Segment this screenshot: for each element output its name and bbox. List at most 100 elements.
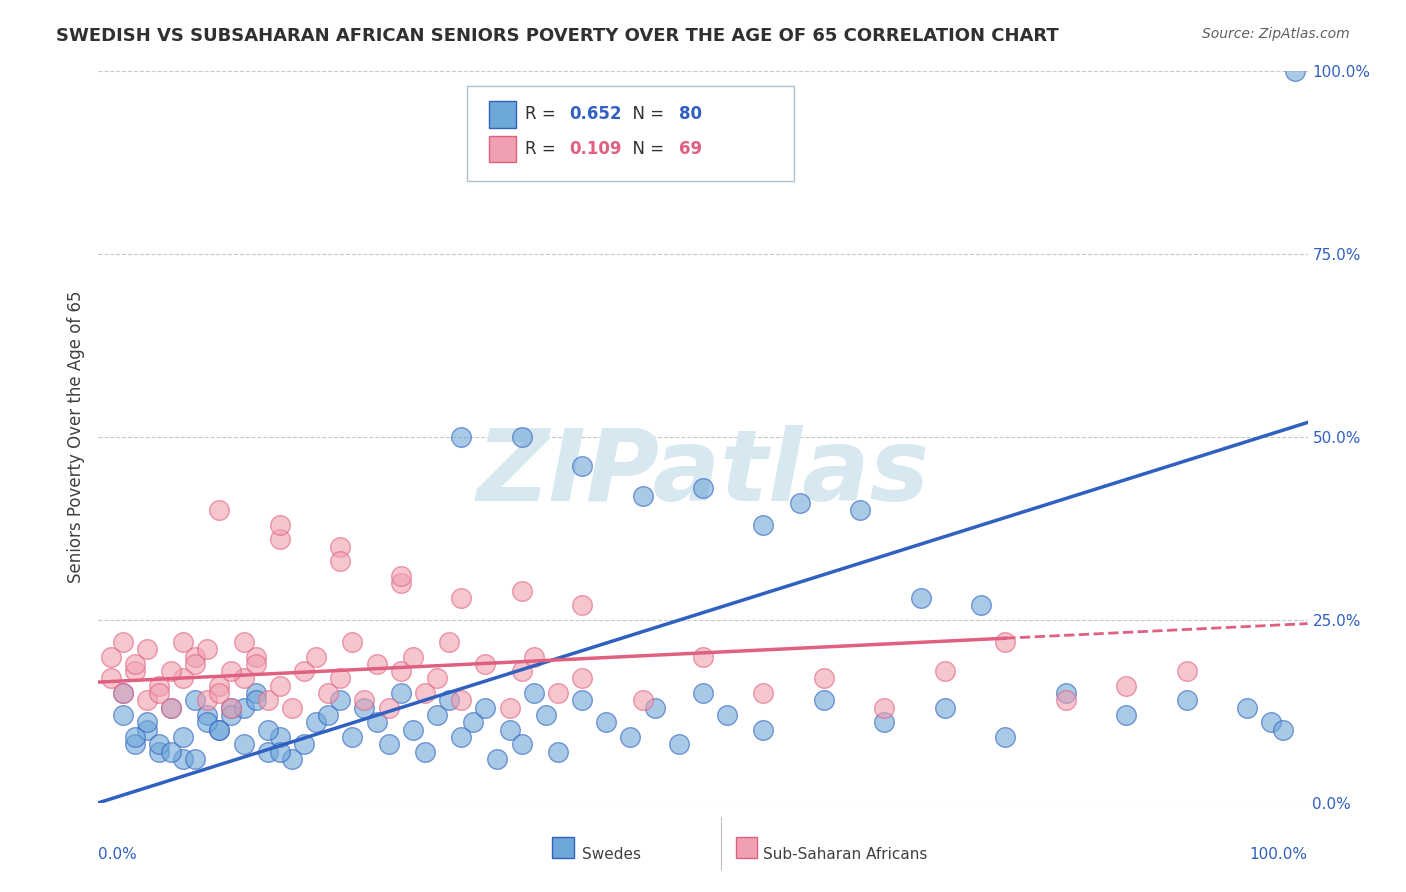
Point xyxy=(571,599,593,613)
Point xyxy=(437,635,460,649)
Point xyxy=(510,664,533,678)
Point xyxy=(910,591,932,605)
Point xyxy=(389,576,412,591)
Point xyxy=(111,708,134,723)
Point xyxy=(172,635,194,649)
Bar xyxy=(735,838,758,858)
Point xyxy=(111,635,134,649)
Point xyxy=(208,686,231,700)
Point xyxy=(184,649,207,664)
Point xyxy=(523,686,546,700)
Point xyxy=(413,686,436,700)
Point xyxy=(111,686,134,700)
Point xyxy=(1054,686,1077,700)
Point xyxy=(619,730,641,744)
Text: SWEDISH VS SUBSAHARAN AFRICAN SENIORS POVERTY OVER THE AGE OF 65 CORRELATION CHA: SWEDISH VS SUBSAHARAN AFRICAN SENIORS PO… xyxy=(56,27,1059,45)
Point xyxy=(366,715,388,730)
Point xyxy=(547,745,569,759)
Point xyxy=(172,730,194,744)
Text: Sub-Saharan Africans: Sub-Saharan Africans xyxy=(763,847,928,862)
Point xyxy=(316,686,339,700)
Point xyxy=(510,583,533,598)
Point xyxy=(692,686,714,700)
Point xyxy=(184,752,207,766)
Point xyxy=(571,693,593,707)
Text: 0.652: 0.652 xyxy=(569,104,621,123)
Point xyxy=(595,715,617,730)
Point xyxy=(184,657,207,671)
Point xyxy=(329,554,352,568)
Point xyxy=(377,737,399,751)
Point xyxy=(292,664,315,678)
Point xyxy=(970,599,993,613)
Point xyxy=(849,503,872,517)
Point xyxy=(281,700,304,714)
Point xyxy=(692,649,714,664)
Point xyxy=(329,693,352,707)
Point xyxy=(269,517,291,532)
Point xyxy=(813,693,835,707)
Point xyxy=(160,664,183,678)
Point xyxy=(195,642,218,657)
Point xyxy=(450,591,472,605)
Point xyxy=(256,745,278,759)
Point xyxy=(232,672,254,686)
Point xyxy=(437,693,460,707)
Point xyxy=(172,752,194,766)
Point xyxy=(994,730,1017,744)
Point xyxy=(208,679,231,693)
Point xyxy=(148,737,170,751)
Point xyxy=(245,649,267,664)
Point xyxy=(135,715,157,730)
Point xyxy=(534,708,557,723)
Point xyxy=(342,635,364,649)
Point xyxy=(377,700,399,714)
Point xyxy=(510,737,533,751)
Point xyxy=(195,708,218,723)
FancyBboxPatch shape xyxy=(467,86,793,181)
Bar xyxy=(489,136,516,162)
Text: N =: N = xyxy=(621,104,669,123)
Point xyxy=(232,700,254,714)
Point xyxy=(111,686,134,700)
Point xyxy=(160,700,183,714)
Point xyxy=(148,745,170,759)
Text: 69: 69 xyxy=(679,140,702,158)
Point xyxy=(245,693,267,707)
Text: 80: 80 xyxy=(679,104,702,123)
Point xyxy=(281,752,304,766)
Point xyxy=(269,745,291,759)
Point xyxy=(1260,715,1282,730)
Text: R =: R = xyxy=(526,104,561,123)
Point xyxy=(329,672,352,686)
Point xyxy=(486,752,509,766)
Point xyxy=(269,730,291,744)
Point xyxy=(195,715,218,730)
Point xyxy=(873,700,896,714)
Point xyxy=(1272,723,1295,737)
Text: 0.109: 0.109 xyxy=(569,140,621,158)
Point xyxy=(426,672,449,686)
Point xyxy=(221,708,243,723)
Point xyxy=(934,664,956,678)
Point xyxy=(450,430,472,444)
Point xyxy=(245,657,267,671)
Point xyxy=(245,686,267,700)
Point xyxy=(752,517,775,532)
Point xyxy=(474,657,496,671)
Point xyxy=(221,664,243,678)
Point xyxy=(232,635,254,649)
Point xyxy=(873,715,896,730)
Point xyxy=(208,723,231,737)
Point xyxy=(172,672,194,686)
Point xyxy=(402,723,425,737)
Point xyxy=(353,693,375,707)
Point xyxy=(366,657,388,671)
Point xyxy=(1115,708,1137,723)
Point xyxy=(571,672,593,686)
Point xyxy=(195,693,218,707)
Point xyxy=(631,489,654,503)
Point xyxy=(100,649,122,664)
Point xyxy=(232,737,254,751)
Point xyxy=(498,700,520,714)
